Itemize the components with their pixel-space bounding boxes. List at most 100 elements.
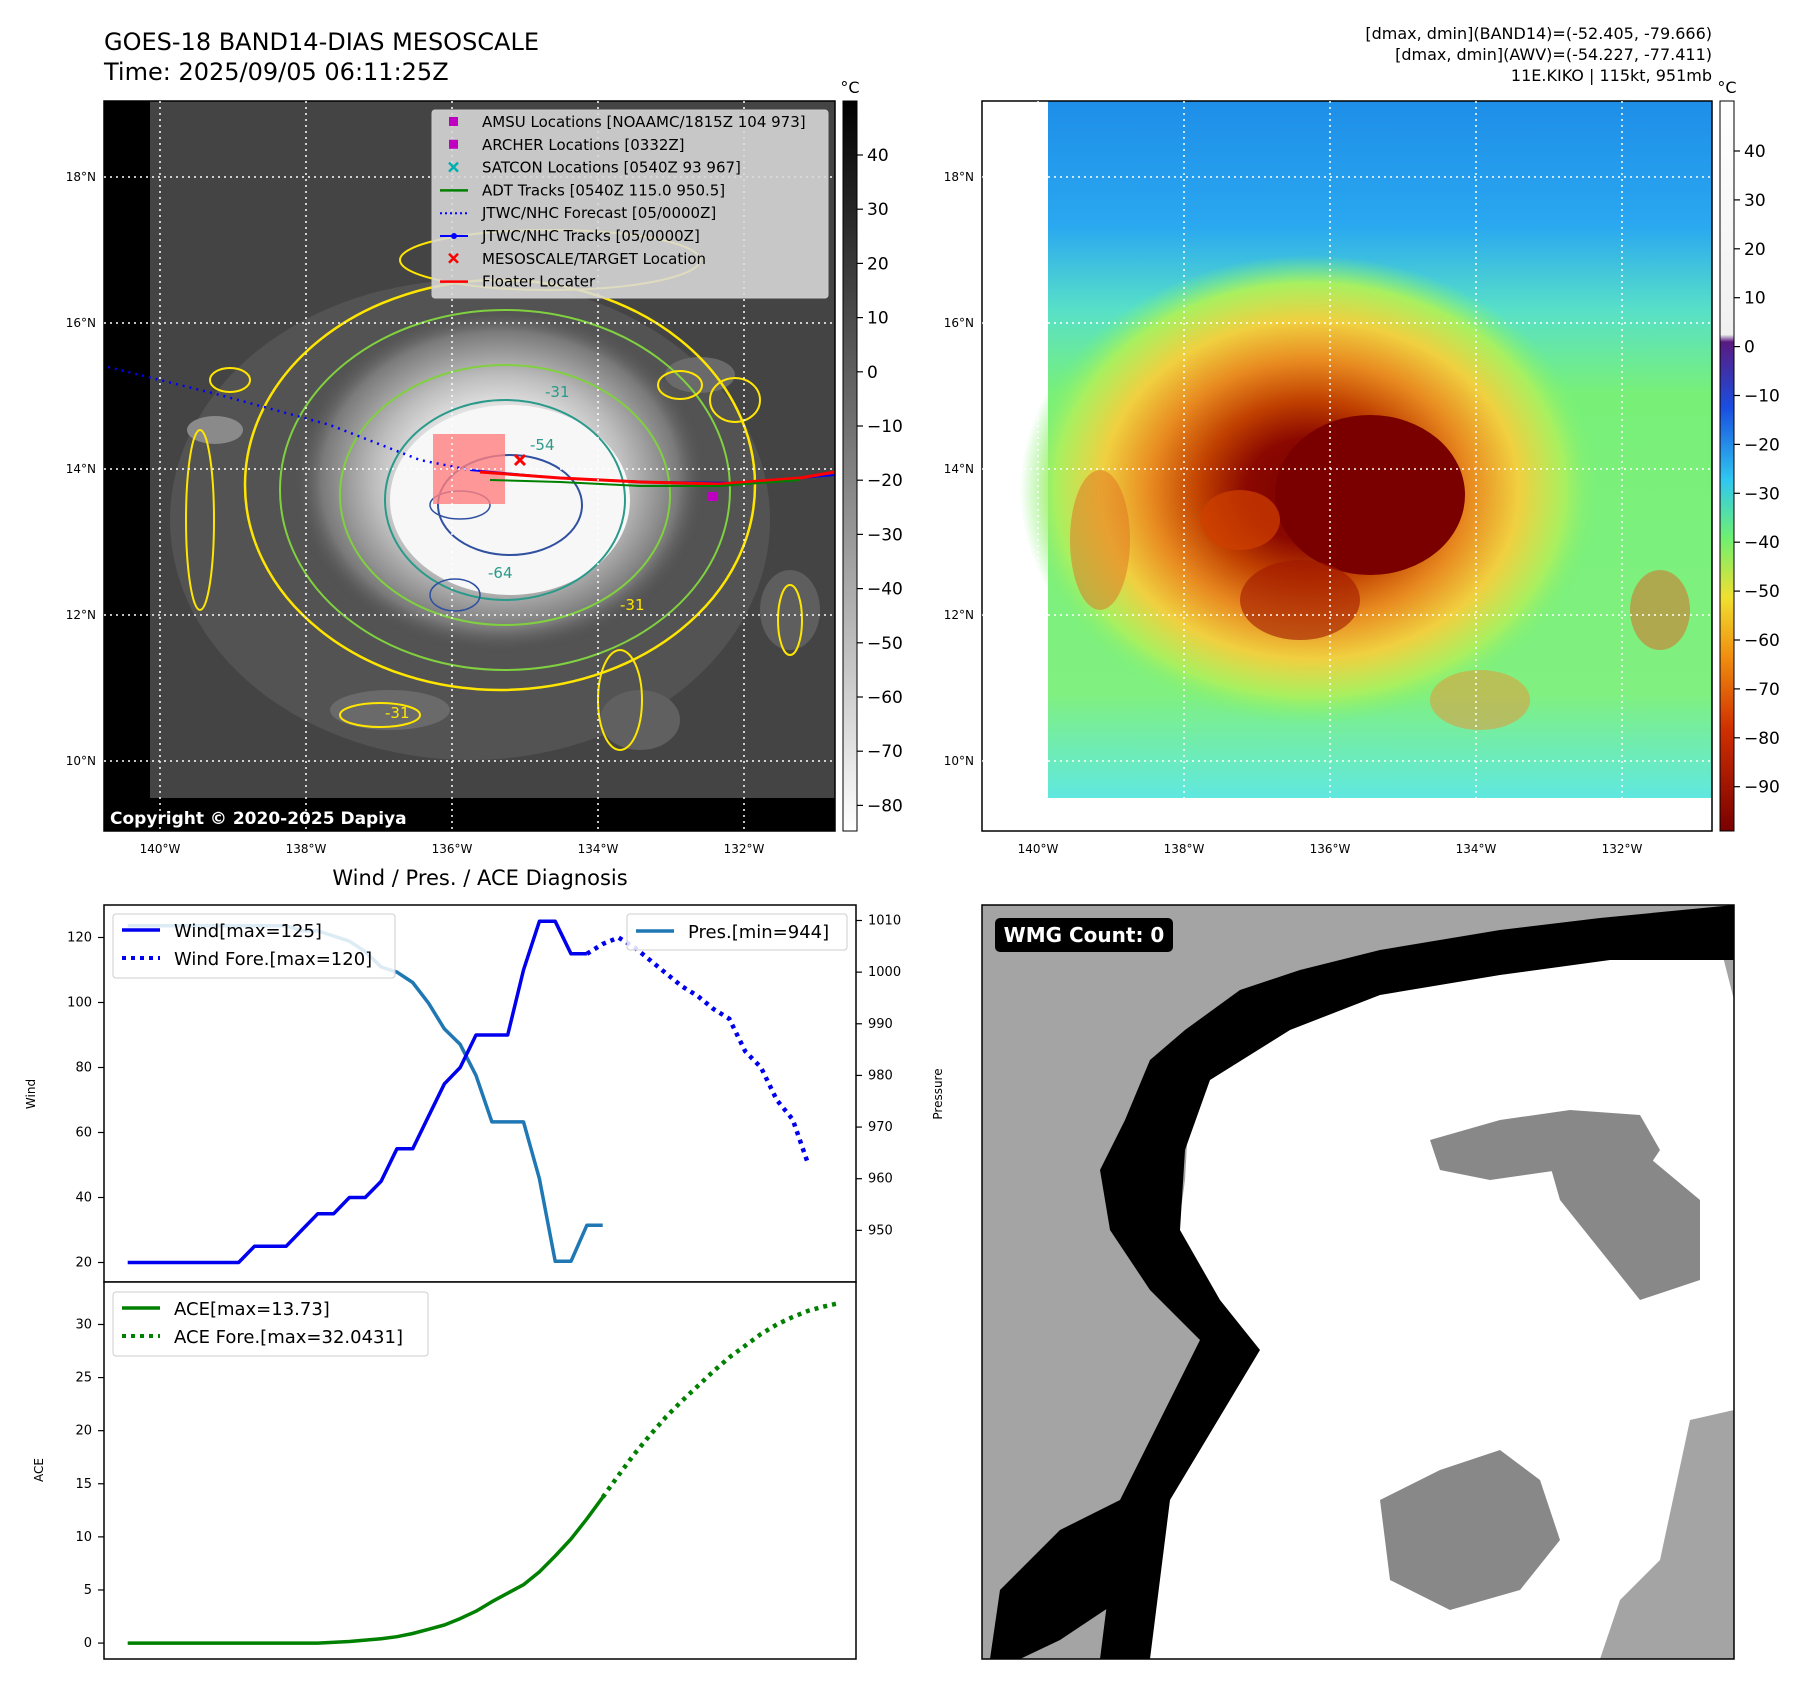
wind-tick-label: 120 — [67, 931, 92, 946]
legend-marker — [449, 139, 458, 149]
colorbar-tick-label: 10 — [1744, 289, 1766, 309]
ace-line — [127, 1496, 605, 1645]
ir-lon-label: 134°W — [578, 842, 619, 856]
colorbar-tick-label: −70 — [867, 742, 903, 762]
colorbar-tick-label: −50 — [1744, 582, 1780, 602]
pressure-tick-label: 950 — [868, 1223, 893, 1238]
awv-lon-label: 138°W — [1164, 842, 1205, 856]
wind-tick-label: 60 — [75, 1126, 92, 1141]
awv-colorbar — [1719, 100, 1735, 832]
awv-lat-label: 18°N — [944, 170, 974, 184]
awv-lat-label: 14°N — [944, 462, 974, 476]
pressure-tick-label: 1010 — [868, 913, 901, 928]
colorbar-tick-label: 30 — [1744, 191, 1766, 211]
ir-lat-label: 18°N — [66, 170, 96, 184]
awv-lat-label: 16°N — [944, 316, 974, 330]
ace-yticks: 30 25 20 15 10 5 0 — [75, 1317, 104, 1651]
wind-legend: Wind[max=125] Wind Fore.[max=120] — [112, 913, 396, 979]
wmg-gray-patch — [1600, 1410, 1734, 1659]
ir-lon-label: 136°W — [432, 842, 473, 856]
ace-tick-label: 0 — [84, 1636, 92, 1651]
wmg-panel: WMG Count: 0 — [981, 904, 1735, 1660]
ir-lat-label: 14°N — [66, 462, 96, 476]
pressure-legend: Pres.[min=944] — [626, 913, 848, 951]
awv-gridlines: 140°W 138°W 136°W 134°W 132°W 18°N 16°N 14°N 12°… — [944, 101, 1712, 856]
colorbar-tick-label: −60 — [1744, 631, 1780, 651]
pressure-tick-label: 980 — [868, 1068, 893, 1083]
ace-ylabel: ACE — [32, 1458, 46, 1482]
awv-colorbar-ticks: 40 30 20 10 0 −10 −20 −30 −40 −50 −60 −70 −80 −90 — [1734, 142, 1780, 798]
pressure-tick-label: 970 — [868, 1120, 893, 1135]
colorbar-tick-label: −20 — [1744, 435, 1780, 455]
wind-tick-label: 40 — [75, 1191, 92, 1206]
ir-legend-entry: Floater Locater — [440, 273, 596, 291]
wmg-gray-patch — [1380, 1450, 1560, 1610]
legend-marker — [448, 161, 459, 173]
legend-pressure: Pres.[min=944] — [688, 922, 829, 943]
colorbar-tick-label: 0 — [1744, 338, 1755, 358]
ir-map-panel: -31 -54 -64 -31 -31 Copyright © 2020-202… — [66, 78, 903, 856]
ace-axes — [103, 1281, 857, 1660]
ir-legend-entry: MESOSCALE/TARGET Location — [448, 250, 706, 268]
target-marker — [513, 453, 527, 467]
legend-ace: ACE[max=13.73] — [174, 1299, 330, 1320]
contour-label: -31 — [620, 596, 645, 614]
colorbar-tick-label: −30 — [867, 525, 903, 545]
legend-wind-fore: Wind Fore.[max=120] — [174, 949, 372, 970]
ir-legend-entry: JTWC/NHC Forecast [05/0000Z] — [440, 204, 716, 222]
stats-awv: [dmax, dmin](AWV)=(-54.227, -77.411) — [1395, 45, 1712, 64]
legend-marker — [451, 233, 457, 239]
colorbar-tick-label: −10 — [867, 417, 903, 437]
ir-lat-label: 16°N — [66, 316, 96, 330]
colorbar-tick-label: −40 — [1744, 533, 1780, 553]
awv-map-panel: 140°W 138°W 136°W 134°W 132°W 18°N 16°N 14°N 12°… — [944, 78, 1780, 856]
colorbar-tick-label: −70 — [1744, 680, 1780, 700]
legend-ace-fore: ACE Fore.[max=32.0431] — [174, 1327, 403, 1348]
contour-label: -64 — [488, 564, 513, 582]
diagnosis-panel: Wind / Pres. / ACE Diagnosis Wind Pressu… — [24, 866, 945, 1660]
wmg-badge — [995, 918, 1173, 952]
ace-tick-label: 15 — [75, 1477, 92, 1492]
stats-storm: 11E.KIKO | 115kt, 951mb — [1511, 66, 1712, 85]
ir-colorbar — [842, 100, 858, 832]
awv-lat-label: 12°N — [944, 608, 974, 622]
stats-band14: [dmax, dmin](BAND14)=(-52.405, -79.666) — [1365, 24, 1712, 43]
pressure-tick-label: 960 — [868, 1172, 893, 1187]
floater-track — [479, 470, 835, 486]
ace-tick-label: 20 — [75, 1424, 92, 1439]
legend-label: JTWC/NHC Tracks [05/0000Z] — [481, 227, 700, 245]
wind-yticks: 120 100 80 60 40 20 — [67, 931, 104, 1271]
pressure-tick-label: 990 — [868, 1017, 893, 1032]
ace-tick-label: 25 — [75, 1371, 92, 1386]
pressure-yticks: 1010 1000 990 980 970 960 950 — [856, 913, 901, 1238]
ace-tick-label: 30 — [75, 1317, 92, 1332]
ace-forecast-line — [600, 1300, 841, 1499]
figure-time: Time: 2025/09/05 06:11:25Z — [103, 58, 449, 86]
colorbar-tick-label: 10 — [867, 309, 889, 329]
legend-label: JTWC/NHC Forecast [05/0000Z] — [481, 204, 716, 222]
awv-lon-label: 140°W — [1018, 842, 1059, 856]
diagnosis-title: Wind / Pres. / ACE Diagnosis — [332, 866, 627, 890]
legend-marker — [448, 252, 459, 264]
ir-lon-label: 132°W — [724, 842, 765, 856]
legend-wind: Wind[max=125] — [174, 921, 322, 942]
ir-legend-entry: ARCHER Locations [0332Z] — [449, 136, 685, 154]
colorbar-tick-label: −80 — [1744, 729, 1780, 749]
copyright: Copyright © 2020-2025 Dapiya — [110, 809, 407, 829]
wmg-badge-text: WMG Count: 0 — [1004, 923, 1165, 947]
adt-track — [489, 479, 801, 487]
pressure-ylabel: Pressure — [931, 1068, 945, 1119]
legend-marker — [449, 117, 458, 126]
colorbar-tick-label: 20 — [1744, 240, 1766, 260]
colorbar-tick-label: −20 — [867, 471, 903, 491]
ir-legend: AMSU Locations [NOAAMC/1815Z 104 973] ARC… — [431, 109, 829, 299]
ace-tick-label: 5 — [84, 1583, 92, 1598]
legend-label: ADT Tracks [0540Z 115.0 950.5] — [482, 181, 725, 199]
wind-tick-label: 20 — [75, 1256, 92, 1271]
colorbar-tick-label: −40 — [867, 580, 903, 600]
wind-ylabel: Wind — [24, 1079, 38, 1109]
wind-line — [127, 919, 587, 1265]
legend-label: SATCON Locations [0540Z 93 967] — [482, 159, 741, 177]
ir-lat-label: 12°N — [66, 608, 96, 622]
wmg-gray-patch — [1540, 1120, 1600, 1160]
